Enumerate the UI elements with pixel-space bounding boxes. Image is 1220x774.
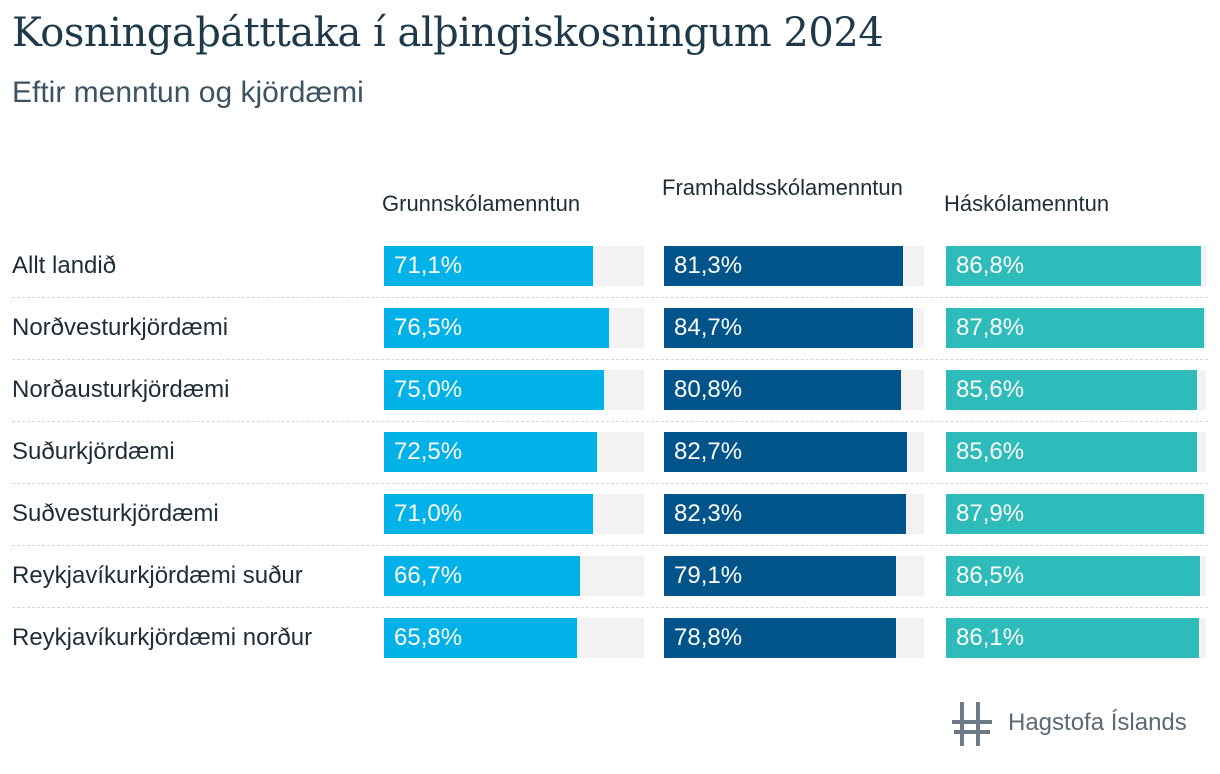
bar-track: 84,7% (664, 308, 924, 348)
bar (946, 308, 1204, 348)
data-label: 81,3% (674, 252, 743, 279)
bar (664, 308, 913, 348)
data-label: 86,1% (956, 624, 1025, 651)
column-header-3: Háskólamenntun (944, 191, 1110, 216)
bar (664, 494, 906, 534)
data-label: 66,7% (394, 562, 463, 589)
bar (664, 432, 907, 472)
data-label: 84,7% (674, 314, 743, 341)
bar-track: 78,8% (664, 618, 924, 658)
data-label: 86,8% (956, 252, 1025, 279)
bar-track: 85,6% (946, 432, 1206, 472)
bar-track: 66,7% (384, 556, 644, 596)
data-label: 85,6% (956, 438, 1025, 465)
data-label: 87,9% (956, 500, 1025, 527)
data-label: 78,8% (674, 624, 743, 651)
bar-track: 80,8% (664, 370, 924, 410)
row-label: Allt landið (12, 252, 117, 279)
bar-track: 71,1% (384, 246, 644, 286)
column-header-1: Grunnskólamenntun (382, 191, 581, 216)
data-label: 79,1% (674, 562, 743, 589)
bar-track: 65,8% (384, 618, 644, 658)
bar (384, 494, 593, 534)
hagstofa-logo-icon (952, 702, 992, 746)
hagstofa-logo: Hagstofa Íslands (950, 700, 1210, 750)
data-label: 82,7% (674, 438, 743, 465)
bar (384, 370, 604, 410)
row-divider (12, 607, 1208, 608)
row-label: Norðvesturkjördæmi (12, 314, 229, 341)
bar (946, 370, 1197, 410)
bar (664, 556, 896, 596)
bar (384, 246, 593, 286)
data-label: 75,0% (394, 376, 463, 403)
bar-track: 86,8% (946, 246, 1206, 286)
bar-track: 71,0% (384, 494, 644, 534)
data-label: 80,8% (674, 376, 743, 403)
bar (664, 370, 901, 410)
bar (384, 308, 609, 348)
data-label: 86,5% (956, 562, 1025, 589)
chart-title: Kosningaþátttaka í alþingiskosningum 202… (12, 10, 884, 56)
bar-track: 76,5% (384, 308, 644, 348)
bar (664, 246, 903, 286)
bar-track: 87,9% (946, 494, 1206, 534)
row-label: Suðvesturkjördæmi (12, 500, 219, 527)
bar-track: 85,6% (946, 370, 1206, 410)
bar (946, 246, 1201, 286)
bar (946, 494, 1204, 534)
bar (384, 432, 597, 472)
bar-track: 82,7% (664, 432, 924, 472)
bar (384, 618, 577, 658)
row-label: Norðausturkjördæmi (12, 376, 230, 403)
row-divider (12, 483, 1208, 484)
row-divider (12, 359, 1208, 360)
data-label: 82,3% (674, 500, 743, 527)
row-label: Suðurkjördæmi (12, 438, 175, 465)
row-divider (12, 421, 1208, 422)
bar (946, 432, 1197, 472)
column-header-2: Framhaldsskólamenntun (662, 175, 903, 200)
bar-track: 82,3% (664, 494, 924, 534)
bar-track: 81,3% (664, 246, 924, 286)
data-label: 65,8% (394, 624, 463, 651)
data-label: 85,6% (956, 376, 1025, 403)
bar-track: 87,8% (946, 308, 1206, 348)
bar-track: 86,1% (946, 618, 1206, 658)
bar-track: 75,0% (384, 370, 644, 410)
row-label: Reykjavíkurkjördæmi suður (12, 562, 303, 589)
bar-track: 72,5% (384, 432, 644, 472)
data-label: 72,5% (394, 438, 463, 465)
bar (664, 618, 896, 658)
data-label: 76,5% (394, 314, 463, 341)
bar-track: 79,1% (664, 556, 924, 596)
row-divider (12, 545, 1208, 546)
bar (946, 556, 1200, 596)
data-label: 87,8% (956, 314, 1025, 341)
data-label: 71,1% (394, 252, 463, 279)
bar (384, 556, 580, 596)
data-label: 71,0% (394, 500, 463, 527)
bar-track: 86,5% (946, 556, 1206, 596)
logo-text: Hagstofa Íslands (1008, 709, 1187, 736)
row-divider (12, 297, 1208, 298)
bar (946, 618, 1199, 658)
row-label: Reykjavíkurkjördæmi norður (12, 624, 313, 651)
chart-subtitle: Eftir menntun og kjördæmi (12, 76, 364, 109)
